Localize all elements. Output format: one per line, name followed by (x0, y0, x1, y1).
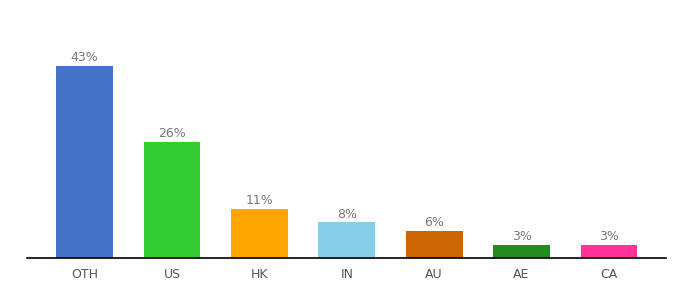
Bar (56, 66, 113, 258)
Text: 26%: 26% (158, 127, 186, 140)
Bar (231, 209, 288, 258)
Bar (406, 231, 462, 258)
Text: 11%: 11% (245, 194, 273, 207)
Bar (581, 244, 637, 258)
Bar (143, 142, 201, 258)
Text: 3%: 3% (599, 230, 619, 243)
Bar (493, 244, 550, 258)
Text: 3%: 3% (511, 230, 532, 243)
Text: 6%: 6% (424, 217, 444, 230)
Bar (318, 222, 375, 258)
Text: 43%: 43% (71, 51, 99, 64)
Text: 8%: 8% (337, 208, 357, 220)
